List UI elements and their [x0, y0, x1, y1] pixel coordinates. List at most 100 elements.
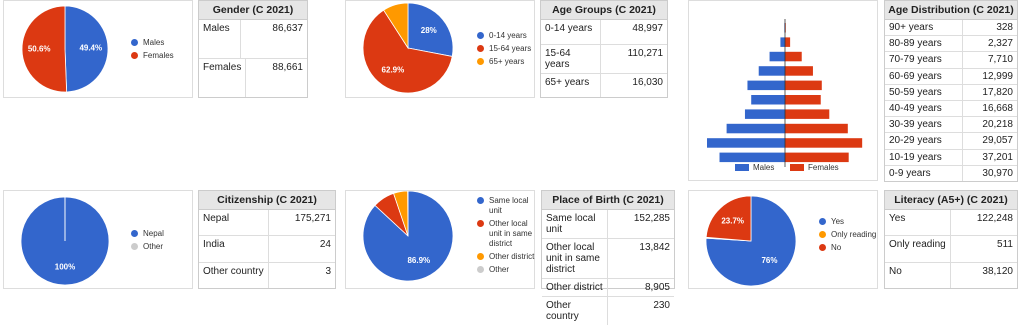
legend-label: Other district: [489, 252, 534, 262]
legend-swatch: [790, 164, 804, 171]
pyramid-bar: [785, 66, 813, 76]
pyramid-bar: [785, 138, 862, 148]
row-value: 175,271: [269, 210, 335, 235]
slice-label: 23.7%: [721, 216, 744, 225]
legend-label: Males: [753, 163, 774, 172]
legend-label: Other local unit in same district: [489, 219, 539, 249]
legend-item: 15-64 years: [477, 44, 539, 54]
row-label: 90+ years: [885, 20, 963, 35]
legend-item: Other: [477, 265, 539, 275]
table-title: Citizenship (C 2021): [199, 191, 335, 210]
row-label: No: [885, 263, 951, 288]
legend-swatch: [131, 230, 138, 237]
pyramid-bar: [707, 138, 785, 148]
legend-swatch: [131, 52, 138, 59]
row-label: 80-89 years: [885, 36, 963, 51]
row-value: 230: [608, 297, 674, 325]
legend-label: Males: [143, 38, 164, 48]
pyramid-bar: [785, 81, 822, 91]
slice-label: 76%: [761, 256, 777, 265]
legend-swatch: [819, 244, 826, 251]
pyramid-bar: [785, 52, 802, 62]
row-value: 3: [269, 263, 335, 288]
legend-item: Other local unit in same district: [477, 219, 539, 249]
row-value: 511: [951, 236, 1017, 261]
row-label: Yes: [885, 210, 951, 235]
pyramid-bar: [727, 124, 785, 134]
slice-label: 50.6%: [28, 45, 51, 54]
row-label: Other district: [542, 279, 608, 296]
table-title: Age Groups (C 2021): [541, 1, 667, 20]
row-label: Other country: [199, 263, 269, 288]
legend: Same local unit Other local unit in same …: [477, 196, 539, 278]
row-label: 0-14 years: [541, 20, 601, 44]
legend-swatch: [477, 58, 484, 65]
row-value: 30,970: [963, 166, 1017, 181]
row-label: 0-9 years: [885, 166, 963, 181]
row-label: Only reading: [885, 236, 951, 261]
row-value: 13,842: [608, 239, 674, 278]
table-title: Gender (C 2021): [199, 1, 307, 20]
legend-label: Only reading: [831, 230, 876, 240]
legend-swatch: [477, 266, 484, 273]
legend-swatch: [477, 220, 484, 227]
row-value: 16,668: [963, 101, 1017, 116]
pyramid-bar: [785, 95, 821, 105]
legend-swatch: [131, 243, 138, 250]
legend-item: Only reading: [819, 230, 881, 240]
row-value: 2,327: [963, 36, 1017, 51]
row-value: 122,248: [951, 210, 1017, 235]
legend: Males Females: [131, 38, 193, 64]
legend-label: Same local unit: [489, 196, 539, 216]
legend-label: No: [831, 243, 841, 253]
row-label: 50-59 years: [885, 85, 963, 100]
legend-item: No: [819, 243, 881, 253]
legend-item: Females: [131, 51, 193, 61]
legend-swatch: [819, 218, 826, 225]
row-label: 40-49 years: [885, 101, 963, 116]
table-title: Literacy (A5+) (C 2021): [885, 191, 1017, 210]
row-label: 10-19 years: [885, 150, 963, 165]
row-label: 30-39 years: [885, 117, 963, 132]
row-value: 86,637: [241, 20, 307, 58]
row-label: Females: [199, 59, 246, 97]
pyramid-bar: [759, 66, 785, 76]
legend-label: Other: [143, 242, 163, 252]
legend-item: 0-14 years: [477, 31, 539, 41]
pyramid-bar: [770, 52, 785, 62]
row-label: 60-69 years: [885, 69, 963, 84]
legend-item: Same local unit: [477, 196, 539, 216]
row-value: 37,201: [963, 150, 1017, 165]
legend-item: Males: [131, 38, 193, 48]
legend-swatch: [819, 231, 826, 238]
row-label: Other local unit in same district: [542, 239, 608, 278]
legend-swatch: [131, 39, 138, 46]
row-label: India: [199, 236, 269, 261]
row-value: 17,820: [963, 85, 1017, 100]
table-title: Place of Birth (C 2021): [542, 191, 674, 210]
slice-label: 86.9%: [407, 256, 430, 265]
legend-label: Females: [808, 163, 839, 172]
legend-swatch: [477, 32, 484, 39]
